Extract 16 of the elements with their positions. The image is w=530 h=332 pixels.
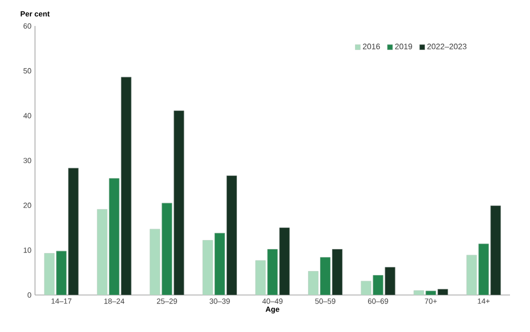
bar <box>68 168 79 295</box>
bar <box>44 253 55 295</box>
bar <box>108 178 120 295</box>
bar <box>214 232 225 295</box>
bar <box>56 250 67 295</box>
bar <box>490 206 501 295</box>
bar <box>202 240 213 295</box>
bar <box>332 249 342 295</box>
bar <box>466 254 477 295</box>
bar <box>174 110 184 295</box>
bar <box>120 76 132 295</box>
bar <box>226 176 237 295</box>
bar <box>308 271 318 295</box>
bar <box>96 209 108 295</box>
bar <box>478 244 489 295</box>
bar <box>320 257 330 295</box>
